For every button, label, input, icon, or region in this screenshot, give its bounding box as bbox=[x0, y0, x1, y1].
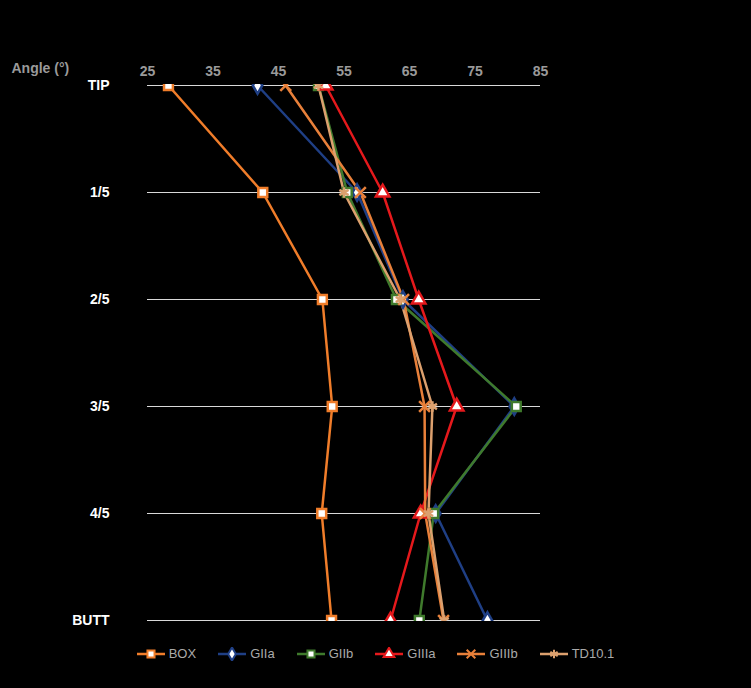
svg-text:85: 85 bbox=[533, 63, 549, 79]
html-text:GIIIa: GIIIa bbox=[407, 646, 436, 661]
svg-text:65: 65 bbox=[402, 63, 418, 79]
svg-text:55: 55 bbox=[336, 63, 352, 79]
html-text:TD10.1: TD10.1 bbox=[571, 646, 615, 661]
svg-text:3/5: 3/5 bbox=[90, 398, 110, 414]
html-text:GIIb: GIIb bbox=[328, 646, 354, 661]
svg-text:TIP: TIP bbox=[88, 77, 110, 93]
svg-text:1/5: 1/5 bbox=[90, 184, 110, 200]
html-text:GIIIb: GIIIb bbox=[489, 646, 518, 661]
svg-text:4/5: 4/5 bbox=[90, 505, 110, 521]
svg-text:75: 75 bbox=[467, 63, 483, 79]
svg-text:2/5: 2/5 bbox=[90, 291, 110, 307]
svg-text:BUTT: BUTT bbox=[72, 612, 110, 628]
svg-text:35: 35 bbox=[205, 63, 221, 79]
html-text:BOX: BOX bbox=[168, 646, 197, 661]
html-text:GIIa: GIIa bbox=[250, 646, 275, 661]
svg-text:25: 25 bbox=[140, 63, 156, 79]
svg-text:Angle (°): Angle (°) bbox=[12, 60, 70, 76]
svg-text:45: 45 bbox=[271, 63, 287, 79]
